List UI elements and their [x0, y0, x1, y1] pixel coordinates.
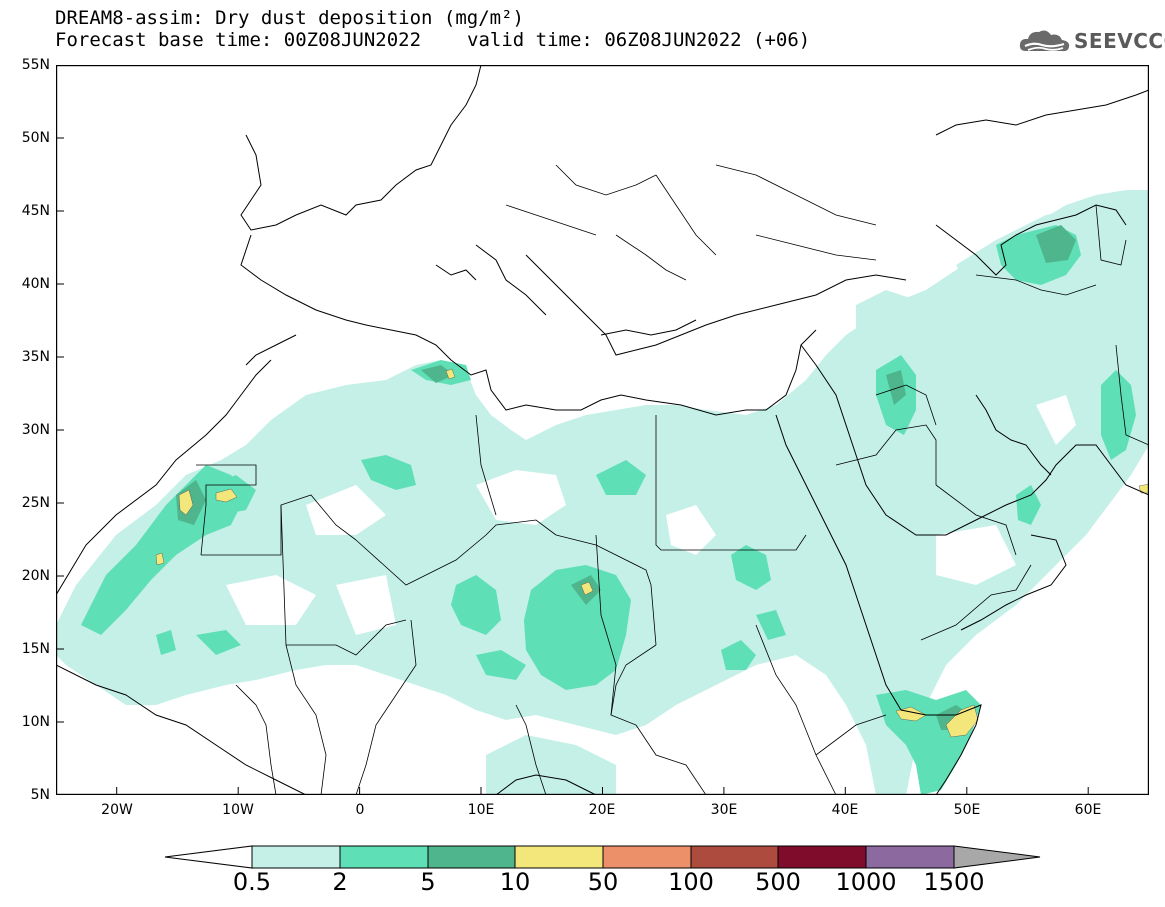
coastlines [56, 65, 1149, 795]
colorbar-segment-7 [865, 845, 955, 869]
map-title: DREAM8-assim: Dry dust deposition (mg/m²… [55, 7, 524, 29]
legend-label-1: 2 [332, 868, 348, 896]
legend-label-2: 5 [420, 868, 436, 896]
lon-label-30e: 30E [710, 802, 738, 818]
lat-label-25n: 25N [21, 495, 50, 511]
lon-label-20e: 20E [588, 802, 616, 818]
colorbar-segment-4 [602, 845, 692, 869]
legend-label-6: 500 [755, 868, 801, 896]
lat-label-50n: 50N [21, 130, 50, 146]
dust-level-4-areas [155, 368, 1149, 738]
legend-label-5: 100 [668, 868, 714, 896]
cloud-logo-icon [1019, 30, 1070, 52]
lat-label-35n: 35N [21, 349, 50, 365]
axis-ticks [56, 65, 1089, 795]
lat-label-40n: 40N [21, 276, 50, 292]
lon-label-40e: 40E [831, 802, 859, 818]
lon-label-0: 0 [355, 802, 365, 818]
forecast-times: Forecast base time: 00Z08JUN2022 valid ti… [55, 29, 810, 51]
colorbar-legend [164, 845, 1041, 869]
legend-label-8: 1500 [923, 868, 985, 896]
colorbar-segment-3 [514, 845, 604, 869]
lon-label-50e: 50E [953, 802, 981, 818]
colorbar-segment-5 [690, 845, 779, 869]
logo-text: SEEVCCC [1074, 29, 1165, 53]
legend-label-0: 0.5 [232, 868, 272, 896]
lon-label-10e: 10E [467, 802, 495, 818]
colorbar-segment-1 [339, 845, 429, 869]
lat-label-5n: 5N [30, 787, 50, 803]
colorbar-segment-6 [777, 845, 867, 869]
lon-label-60e: 60E [1074, 802, 1102, 818]
lon-label-20w: 20W [101, 802, 133, 818]
legend-label-3: 10 [499, 868, 531, 896]
dust-level-2-areas [81, 225, 1136, 795]
lat-label-45n: 45N [21, 203, 50, 219]
colorbar-segment-2 [427, 845, 516, 869]
legend-label-7: 1000 [835, 868, 897, 896]
lat-label-10n: 10N [21, 714, 50, 730]
lon-label-10w: 10W [222, 802, 254, 818]
lat-label-55n: 55N [21, 57, 50, 73]
dust-map [56, 65, 1149, 795]
lat-label-20n: 20N [21, 568, 50, 584]
clear-areas [226, 395, 1076, 635]
lat-label-30n: 30N [21, 422, 50, 438]
base-time: Forecast base time: 00Z08JUN2022 [55, 29, 422, 51]
legend-label-4: 50 [587, 868, 619, 896]
colorbar-segment-0 [251, 845, 341, 869]
lat-label-15n: 15N [21, 641, 50, 657]
colorbar-max-arrow [953, 845, 1041, 869]
valid-time: valid time: 06Z08JUN2022 (+06) [467, 29, 811, 51]
colorbar-min-arrow [164, 845, 253, 869]
country-borders [196, 164, 1149, 795]
